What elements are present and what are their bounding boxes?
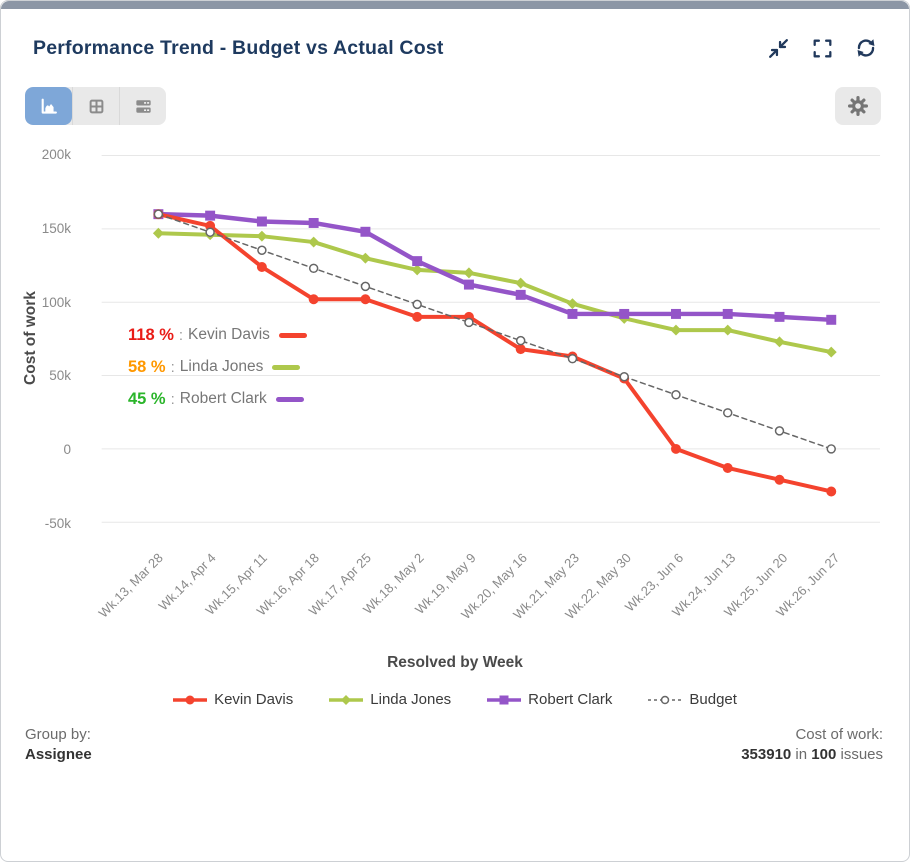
cost-of-work-value: 353910 in 100 issues	[741, 746, 883, 763]
card-top-accent	[1, 1, 909, 9]
series-robert-clark[interactable]	[153, 209, 837, 325]
legend-marker-icon	[173, 695, 208, 704]
group-by-block: Group by: Assignee	[25, 725, 92, 765]
y-tick-label: 100k	[41, 294, 71, 310]
legend-label: Budget	[689, 691, 737, 708]
y-tick-label: -50k	[44, 515, 71, 531]
collapse-button[interactable]	[765, 35, 791, 61]
table-view-button[interactable]	[72, 87, 119, 125]
legend-label: Robert Clark	[528, 691, 613, 708]
annotation-color-swatch	[272, 364, 301, 370]
group-by-label: Group by:	[25, 726, 91, 743]
refresh-icon	[857, 39, 875, 57]
widget-header: Performance Trend - Budget vs Actual Cos…	[33, 29, 879, 67]
refresh-button[interactable]	[853, 35, 879, 61]
y-tick-label: 0	[63, 442, 71, 457]
group-by-value: Assignee	[25, 746, 92, 763]
annotation-row-linda-jones: 58 %: Linda Jones	[128, 351, 307, 383]
collapse-icon	[768, 38, 788, 58]
y-tick-label: 200k	[41, 147, 71, 163]
y-tick-label: 50k	[49, 368, 71, 384]
rows-icon	[135, 99, 151, 113]
legend-item-kevin-davis[interactable]: Kevin Davis	[173, 691, 293, 708]
y-tick-label: 150k	[41, 220, 71, 236]
cost-summary-block: Cost of work: 353910 in 100 issues	[741, 725, 883, 765]
annotation-row-robert-clark: 45 %: Robert Clark	[128, 383, 307, 415]
area-chart-icon	[41, 98, 57, 114]
legend-marker-icon	[329, 694, 364, 705]
annotation-color-swatch	[275, 396, 304, 402]
header-actions	[765, 35, 879, 61]
cost-of-work-label: Cost of work:	[795, 726, 883, 743]
annotation-color-swatch	[278, 332, 307, 338]
fullscreen-icon	[813, 39, 831, 57]
legend-item-linda-jones[interactable]: Linda Jones	[329, 691, 451, 708]
table-icon	[89, 99, 103, 113]
widget-toolbar	[25, 87, 881, 125]
legend-label: Kevin Davis	[214, 691, 294, 708]
settings-button[interactable]	[835, 87, 881, 125]
legend-label: Linda Jones	[370, 691, 452, 708]
legend-marker-icon	[648, 695, 683, 704]
annotation-row-kevin-davis: 118 %: Kevin Davis	[128, 319, 307, 351]
legend-marker-icon	[487, 695, 522, 704]
chart-legend: Kevin Davis Linda Jones Robert Clark Budget	[1, 691, 909, 708]
legend-item-budget[interactable]: Budget	[648, 691, 737, 708]
x-axis-title: Resolved by Week	[387, 654, 523, 671]
list-view-button[interactable]	[119, 87, 166, 125]
view-switcher	[25, 87, 166, 125]
series-percentage-annotations: 118 %: Kevin Davis 58 %: Linda Jones 45 %: Ro…	[128, 319, 307, 415]
legend-item-robert-clark[interactable]: Robert Clark	[487, 691, 612, 708]
page-title: Performance Trend - Budget vs Actual Cos…	[33, 36, 444, 59]
gear-icon	[848, 96, 868, 116]
fullscreen-button[interactable]	[809, 35, 835, 61]
chart-view-button[interactable]	[25, 87, 72, 125]
